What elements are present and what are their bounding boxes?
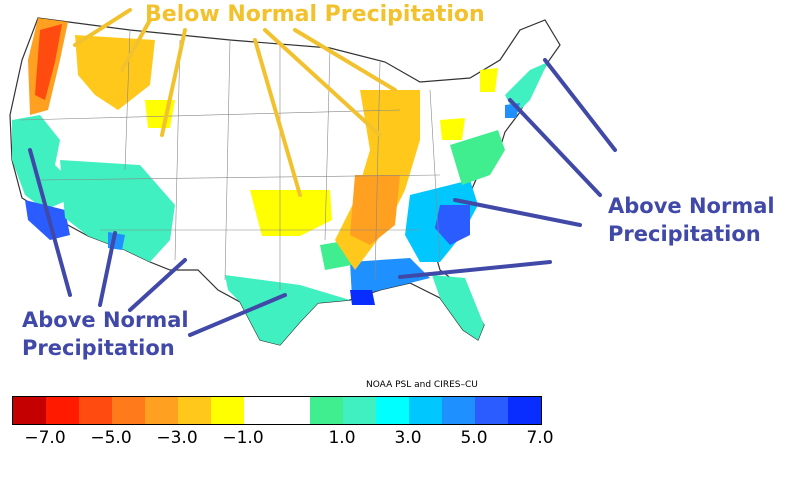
below-normal-label: Below Normal Precipitation	[145, 2, 485, 27]
above-normal-right-line2: Precipitation	[608, 222, 761, 246]
louisiana-cell	[350, 290, 375, 305]
legend-swatch	[442, 397, 475, 424]
legend-swatch	[310, 397, 343, 424]
legend-tick-label: −7.0	[24, 428, 66, 448]
legend-swatch	[508, 397, 541, 424]
ohio-valley-cells	[440, 118, 465, 140]
legend-tick-label: −1.0	[222, 428, 264, 448]
legend-swatch	[112, 397, 145, 424]
above-normal-left-line1: Above Normal	[22, 308, 189, 332]
northwest-interior	[75, 35, 155, 110]
lower-mississippi	[350, 175, 400, 245]
legend-tick-label: 5.0	[460, 428, 488, 448]
climate-division-grid	[19, 29, 441, 290]
legend-swatch	[46, 397, 79, 424]
mid-atlantic-region	[450, 130, 505, 185]
texas-region	[225, 275, 350, 345]
legend-swatch	[244, 397, 277, 424]
above-normal-right-line1: Above Normal	[608, 194, 775, 218]
florida-region	[432, 275, 484, 340]
southwest-region	[60, 160, 175, 262]
data-credit: NOAA PSL and CIRES–CU	[366, 380, 478, 390]
above-normal-left-line2: Precipitation	[22, 336, 175, 360]
color-scale-legend	[12, 396, 542, 425]
legend-tick-label: −3.0	[156, 428, 198, 448]
above-normal-pointers	[28, 58, 617, 337]
legend-swatch	[277, 397, 310, 424]
legend-swatch	[376, 397, 409, 424]
legend-tick-label: 1.0	[328, 428, 356, 448]
legend-swatch	[178, 397, 211, 424]
legend-swatch	[145, 397, 178, 424]
legend-tick-label: 3.0	[394, 428, 422, 448]
central-plains-band	[250, 190, 332, 236]
legend-tick-label: 7.0	[526, 428, 554, 448]
pacific-northwest-red	[35, 24, 62, 100]
carolinas-cell	[435, 205, 470, 245]
above-normal-label-right: Above Normal Precipitation	[608, 192, 775, 248]
legend-swatch	[475, 397, 508, 424]
new-england-region	[505, 62, 548, 115]
legend-swatch	[79, 397, 112, 424]
legend-swatch	[13, 397, 46, 424]
great-lakes-cells	[480, 68, 498, 92]
above-normal-label-left: Above Normal Precipitation	[22, 306, 189, 362]
legend-swatch	[409, 397, 442, 424]
legend-swatch	[211, 397, 244, 424]
legend-tick-label: −5.0	[90, 428, 132, 448]
legend-swatch	[343, 397, 376, 424]
california-coast-region	[12, 115, 70, 210]
below-normal-pointers	[73, 8, 397, 197]
gulf-coast-region	[350, 258, 430, 298]
